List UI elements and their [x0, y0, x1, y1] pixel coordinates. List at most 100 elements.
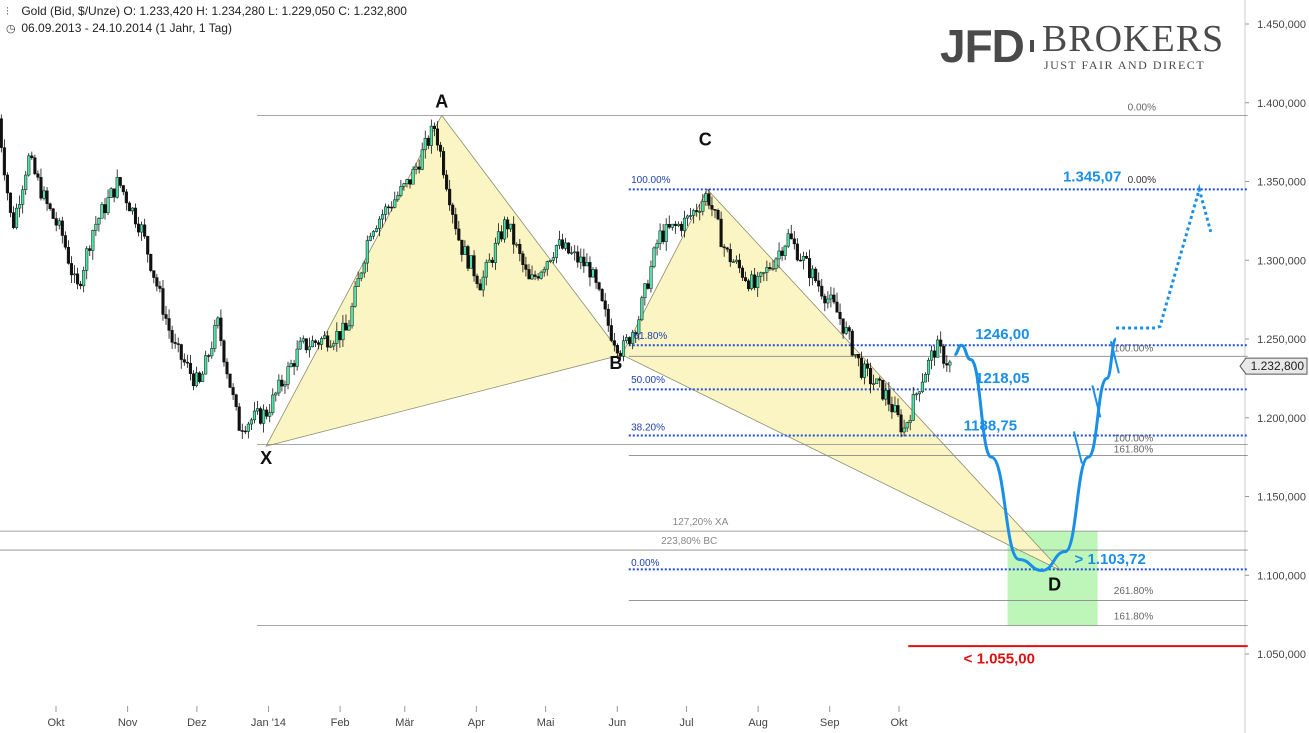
candle-body: [713, 209, 717, 211]
candle-body: [332, 343, 336, 347]
candle-body: [930, 350, 934, 361]
candle-body: [399, 186, 403, 196]
candle-body: [268, 412, 272, 417]
candle-body: [710, 205, 714, 210]
candle-body: [60, 220, 64, 236]
candle-body: [304, 338, 308, 351]
candle-body: [603, 300, 607, 310]
candle-body: [39, 177, 43, 199]
last-price-badge: 1.232,800: [1239, 357, 1308, 375]
fib-label: 0.00%: [1128, 103, 1156, 114]
y-tick-label: 1.100,000: [1257, 570, 1306, 582]
candle-body: [259, 408, 263, 424]
last-price-box: [1239, 357, 1308, 375]
candle-body: [249, 419, 253, 425]
candle-body: [442, 151, 446, 176]
candle-body: [320, 338, 324, 345]
candle-body: [115, 177, 119, 198]
candle-body: [826, 298, 830, 304]
jfd-brokers-logo: JFD BROKERS JUST FAIR AND DIRECT: [940, 20, 1224, 73]
candle-body: [689, 215, 693, 217]
candle-body: [381, 214, 385, 220]
candle-body: [914, 393, 918, 396]
candle-body: [33, 157, 37, 175]
x-tick-label: Mai: [537, 717, 555, 729]
candle-body: [698, 211, 702, 213]
range-header: ◷ 06.09.2013 - 24.10.2014 (1 Jahr, 1 Tag…: [6, 21, 232, 35]
candle-body: [478, 283, 482, 291]
candle-body: [533, 274, 537, 277]
candle-body: [841, 318, 845, 334]
y-tick-label: 1.450,000: [1257, 19, 1306, 31]
candle-body: [856, 353, 860, 359]
candle-body: [158, 285, 162, 289]
candle-body: [460, 239, 464, 255]
candle-body: [124, 191, 128, 204]
candle-body: [582, 256, 586, 267]
candle-body: [371, 231, 375, 237]
candle-body: [759, 272, 763, 277]
x-tick-label: Okt: [890, 717, 907, 729]
candle-body: [164, 314, 168, 319]
candle-body: [640, 297, 644, 321]
fib-label: 50.00%: [631, 375, 665, 386]
projection-dotted: [1116, 183, 1213, 330]
candle-body: [875, 378, 879, 384]
candle-body: [130, 207, 135, 212]
xab-triangle: [265, 114, 623, 447]
candle-body: [551, 257, 555, 261]
x-tick-label: Feb: [331, 717, 350, 729]
target-label: < 1.055,00: [964, 650, 1035, 667]
candle-body: [939, 339, 943, 347]
candle-body: [231, 387, 235, 395]
candle-body: [448, 188, 452, 206]
candle-body: [469, 255, 473, 269]
candle-body: [536, 276, 540, 279]
candle-body: [780, 250, 784, 256]
candle-body: [463, 246, 467, 255]
fib-label: 0.00%: [1128, 175, 1156, 186]
candle-body: [405, 179, 409, 185]
range-line: 06.09.2013 - 24.10.2014 (1 Jahr, 1 Tag): [21, 21, 232, 35]
candle-body: [722, 246, 726, 249]
candle-body: [884, 390, 888, 400]
candle-body: [69, 263, 74, 276]
candle-body: [286, 366, 290, 385]
candle-body: [140, 224, 144, 233]
candle-body: [753, 274, 757, 288]
y-tick-label: 1.350,000: [1257, 177, 1306, 189]
x-tick-label: Aug: [748, 717, 768, 729]
candle-body: [323, 335, 327, 339]
candle-body: [143, 224, 147, 237]
candle-body: [701, 201, 705, 212]
candle-body: [66, 246, 70, 264]
candle-body: [438, 144, 443, 152]
candle-body: [103, 204, 107, 214]
candle-body: [283, 384, 287, 387]
pattern-point-X: X: [260, 448, 272, 468]
candle-body: [850, 330, 854, 356]
candle-body: [606, 308, 610, 326]
instrument-line: Gold (Bid, $/Unze) O: 1.233,420 H: 1.234…: [21, 4, 407, 18]
candle-body: [316, 342, 321, 345]
candle-body: [865, 363, 870, 369]
candle-body: [88, 248, 92, 251]
candle-body: [362, 262, 366, 274]
candle-body: [609, 325, 613, 341]
candle-body: [499, 231, 504, 240]
candle-body: [548, 260, 552, 262]
target-label: 1.345,07: [1063, 169, 1121, 186]
pattern-point-C: C: [699, 129, 712, 149]
candle-body: [560, 239, 565, 249]
candle-body: [445, 174, 449, 190]
candle-body: [838, 312, 842, 320]
candle-body: [704, 193, 708, 202]
candle-body: [743, 277, 748, 282]
candle-body: [692, 210, 696, 216]
candle-body: [881, 380, 885, 400]
candle-body: [298, 340, 302, 350]
candle-body: [823, 295, 827, 304]
candle-body: [8, 192, 13, 213]
candle-body: [740, 267, 745, 278]
candle-body: [255, 408, 260, 412]
